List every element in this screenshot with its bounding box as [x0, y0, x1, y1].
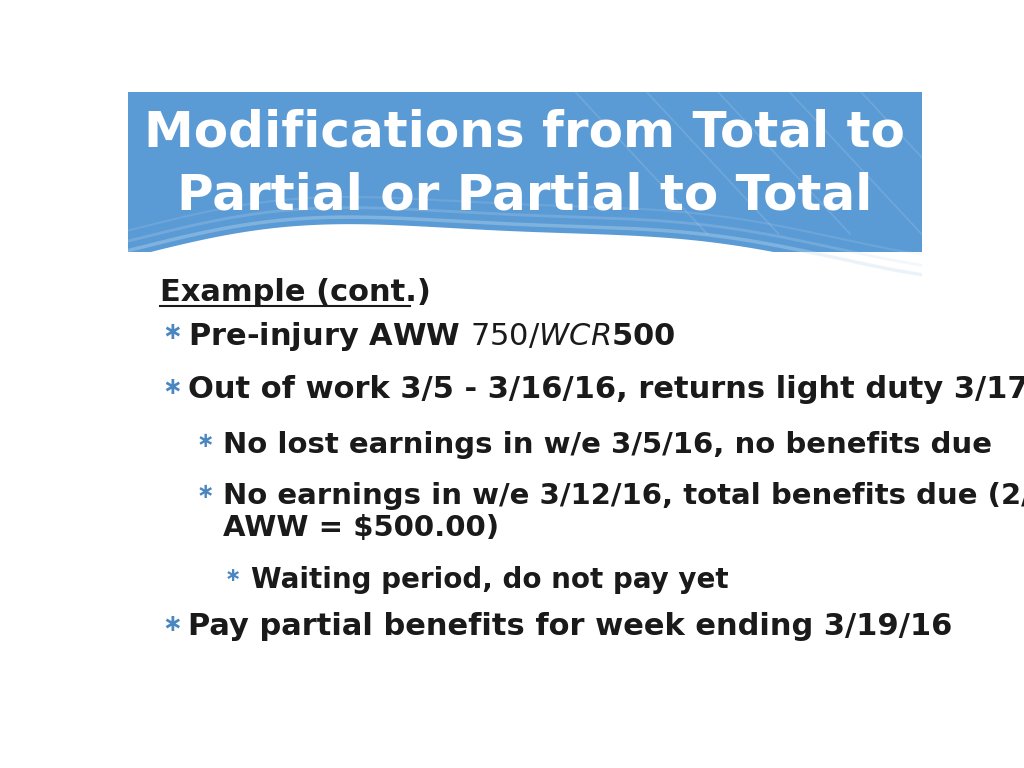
Text: Waiting period, do not pay yet: Waiting period, do not pay yet [251, 566, 729, 594]
Text: ∗: ∗ [224, 566, 241, 584]
Text: ∗: ∗ [162, 376, 181, 399]
Text: No earnings in w/e 3/12/16, total benefits due (2/3
AWW = $500.00): No earnings in w/e 3/12/16, total benefi… [223, 482, 1024, 542]
Text: ∗: ∗ [197, 482, 214, 502]
Text: Pre-injury AWW $750 / WCR $500: Pre-injury AWW $750 / WCR $500 [187, 319, 675, 353]
Text: Example (cont.): Example (cont.) [160, 279, 431, 307]
Text: Partial or Partial to Total: Partial or Partial to Total [177, 172, 872, 220]
Text: Modifications from Total to: Modifications from Total to [144, 108, 905, 157]
Bar [128, 92, 922, 252]
Text: Out of work 3/5 - 3/16/16, returns light duty 3/17/16: Out of work 3/5 - 3/16/16, returns light… [187, 376, 1024, 405]
Text: Pay partial benefits for week ending 3/19/16: Pay partial benefits for week ending 3/1… [187, 612, 952, 641]
Text: ∗: ∗ [162, 319, 181, 344]
Text: No lost earnings in w/e 3/5/16, no benefits due: No lost earnings in w/e 3/5/16, no benef… [223, 431, 992, 459]
Polygon shape [128, 224, 922, 282]
Text: ∗: ∗ [162, 612, 181, 636]
Text: ∗: ∗ [197, 431, 214, 451]
